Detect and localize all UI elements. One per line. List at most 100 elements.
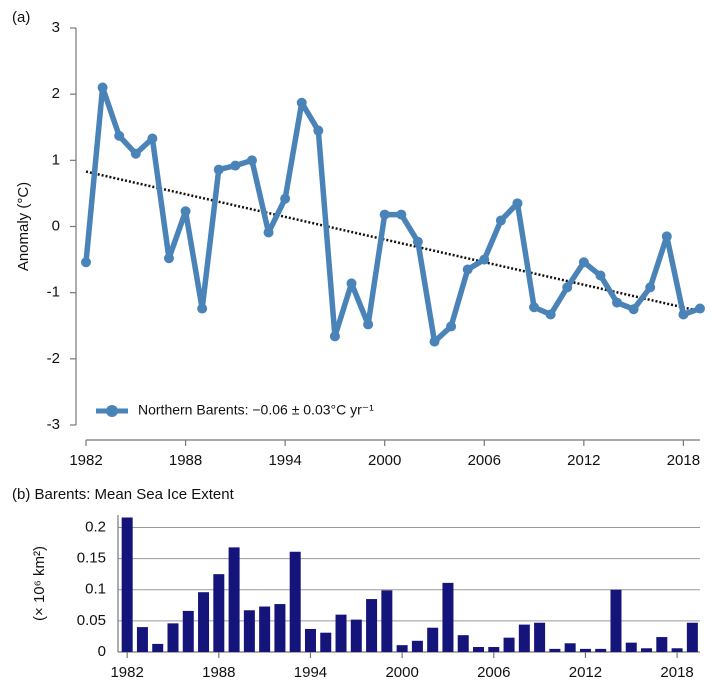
data-point [81,257,91,268]
data-point [329,331,340,342]
bar [457,635,469,652]
bar [656,637,668,652]
data-point [114,130,125,141]
bar [243,610,255,652]
bar [228,547,240,652]
x-tick-label: 2000 [385,664,418,681]
data-point [661,231,672,242]
trend-line [85,170,701,313]
data-point [363,319,374,330]
bar [259,606,271,652]
x-tick-label: 2000 [368,452,401,469]
data-point [545,309,556,320]
data-point [429,336,440,347]
data-point [213,164,224,175]
data-point [163,253,174,264]
bar [396,645,408,652]
data-point [130,148,141,159]
bar [366,599,378,652]
bar [136,627,148,652]
bar [564,643,576,652]
chart-title: (b) Barents: Mean Sea Ice Extent [12,486,235,503]
y-tick-label: 0 [52,217,60,234]
y-tick-label: 0.1 [85,581,106,598]
bar [381,590,393,652]
bar [595,648,607,652]
bar [488,647,500,652]
bar [503,637,515,652]
x-tick-label: 2012 [569,664,602,681]
bar [350,619,362,652]
bar [579,648,591,652]
bar [304,628,316,652]
x-tick-label: 2018 [660,664,693,681]
x-tick-label: 2012 [567,452,600,469]
data-point [595,270,606,281]
bar [442,582,454,652]
data-point [645,282,656,293]
data-point [678,309,689,320]
data-point [396,209,407,220]
bar [549,648,561,652]
y-tick-label: 0 [98,643,106,660]
data-point [462,264,473,275]
bar [167,623,179,652]
bar [198,592,210,652]
bar [671,648,683,652]
legend-label: Northern Barents: −0.06 ± 0.03°C yr⁻¹ [138,402,374,418]
x-tick-label: 1994 [294,664,327,681]
data-point [246,155,257,166]
data-point [379,209,390,220]
bar [274,604,286,652]
bar [320,632,332,652]
data-point [296,97,307,108]
x-tick-label: 1982 [69,452,102,469]
bar [411,640,423,652]
y-axis-label: Anomaly (°C) [15,182,32,271]
bar [213,574,225,652]
chart-title: (a) [12,9,30,26]
data-line [83,84,701,345]
bar [335,614,347,652]
bar [121,517,133,652]
data-point [263,227,274,238]
data-point [446,321,457,332]
data-point [529,302,540,313]
x-tick-label: 1994 [268,452,301,469]
data-point [695,303,705,314]
x-tick-label: 1982 [110,664,143,681]
bar [152,643,164,652]
legend-marker [106,405,118,417]
bar [182,610,194,652]
y-tick-label: 3 [52,19,60,36]
y-tick-label: 1 [52,151,60,168]
bar [289,551,301,652]
bar [534,622,546,652]
bar [473,647,485,652]
bar [625,642,637,652]
x-tick-label: 1988 [202,664,235,681]
data-point [97,82,108,93]
data-point [230,160,241,171]
data-point [197,303,208,314]
data-point [612,297,623,308]
data-point [346,278,357,289]
data-point [147,133,158,144]
bar [610,589,622,652]
data-point [562,282,573,293]
y-tick-label: -2 [47,350,60,367]
y-tick-label: 0.05 [77,612,106,629]
data-point [495,215,506,226]
data-point [180,206,191,217]
data-point [313,125,324,136]
x-tick-label: 2018 [667,452,700,469]
bar [686,622,698,652]
x-tick-label: 2006 [477,664,510,681]
y-tick-label: 0.15 [77,550,106,567]
y-tick-label: 2 [52,85,60,102]
y-tick-label: -1 [47,284,60,301]
data-point [578,257,589,268]
y-axis-label: (× 10⁶ km²) [31,546,48,621]
